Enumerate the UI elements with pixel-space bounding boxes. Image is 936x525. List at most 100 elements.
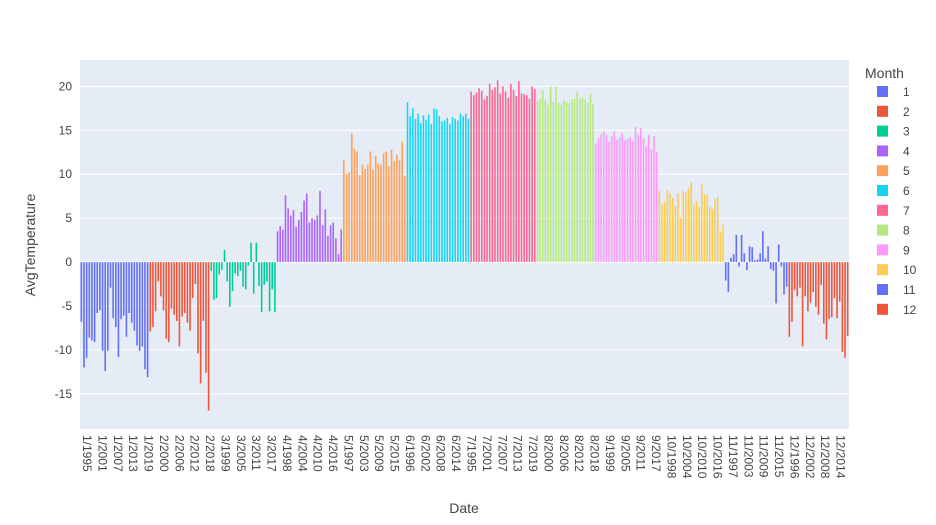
bar-month-5 [351, 133, 353, 263]
bar-month-10 [666, 190, 669, 263]
bar-month-2 [186, 262, 189, 323]
bar-month-9 [618, 137, 621, 263]
bar-month-5 [396, 154, 398, 263]
bar-month-11 [785, 262, 788, 287]
legend-label: 7 [903, 204, 910, 218]
x-tick-label: 9/2017 [649, 435, 663, 472]
bar-month-6 [435, 109, 438, 263]
bar-month-5 [358, 175, 361, 263]
bar-month-6 [412, 108, 414, 263]
x-tick-label: 11/2015 [772, 435, 786, 478]
bar-month-7 [496, 80, 499, 263]
bar-month-7 [520, 93, 523, 263]
bar-month-8 [576, 91, 578, 263]
legend-swatch [877, 303, 888, 315]
bar-month-1 [128, 262, 130, 314]
x-tick-label: 11/2003 [741, 435, 755, 478]
bar-month-7 [472, 95, 475, 263]
bar-month-11 [735, 234, 738, 263]
bar-month-4 [297, 219, 300, 263]
bar-month-8 [552, 102, 555, 263]
bar-month-1 [146, 262, 149, 378]
bar-month-5 [361, 164, 364, 263]
bar-month-4 [276, 231, 279, 263]
bar-month-8 [539, 99, 541, 263]
x-tick-label: 11/1997 [726, 435, 740, 478]
bar-month-3 [258, 262, 260, 286]
bar-month-5 [356, 151, 358, 263]
x-tick-label: 7/2001 [480, 435, 494, 472]
bar-month-7 [515, 96, 517, 263]
bar-month-5 [343, 160, 345, 263]
bar-month-1 [115, 262, 117, 328]
legend-swatch [877, 125, 888, 137]
bar-month-1 [122, 262, 125, 316]
bar-month-1 [136, 262, 138, 346]
bar-month-6 [425, 119, 427, 263]
bar-month-4 [324, 209, 327, 263]
x-tick-label: 1/1995 [80, 435, 94, 472]
bar-month-12 [844, 262, 846, 358]
bar-month-3 [247, 262, 250, 266]
bar-month-10 [722, 224, 724, 263]
bar-month-6 [414, 118, 417, 263]
bar-month-1 [91, 262, 93, 341]
y-tick-labels: -15 -10 -5 0 5 10 15 20 [55, 79, 73, 401]
bar-month-12 [812, 262, 814, 292]
bar-month-3 [215, 262, 218, 299]
bar-month-1 [83, 262, 85, 368]
x-tick-label: 4/2004 [295, 435, 309, 472]
x-tick-label: 6/2014 [449, 435, 463, 472]
x-tick-label: 5/2003 [357, 435, 371, 472]
x-tick-label: 4/2016 [326, 435, 340, 472]
bar-month-2 [189, 262, 191, 331]
bar-month-4 [319, 190, 321, 263]
x-tick-label: 1/2019 [142, 435, 156, 472]
bar-month-11 [756, 259, 759, 263]
bar-month-1 [80, 262, 83, 322]
bar-month-5 [353, 148, 356, 263]
bar-month-3 [263, 262, 266, 285]
bar-month-9 [605, 134, 608, 263]
y-tick-label: 0 [65, 255, 72, 269]
legend-label: 12 [903, 303, 917, 317]
bar-month-2 [194, 262, 197, 285]
bar-month-11 [775, 262, 777, 304]
bar-month-5 [372, 169, 374, 263]
bar-month-10 [682, 190, 685, 263]
bar-month-12 [799, 262, 801, 288]
bar-month-2 [181, 262, 183, 317]
x-tick-label: 7/2007 [495, 435, 509, 472]
y-tick-label: 5 [65, 211, 72, 225]
legend-label: 5 [903, 164, 910, 178]
bar-month-12 [830, 262, 833, 318]
x-tick-label: 1/2007 [111, 435, 125, 472]
bar-month-5 [404, 175, 406, 263]
bar-month-8 [560, 104, 563, 263]
bar-month-9 [640, 127, 642, 263]
x-tick-label: 9/2005 [618, 435, 632, 472]
bar-month-9 [600, 133, 602, 263]
bar-month-1 [130, 262, 133, 323]
bar-month-5 [398, 160, 401, 263]
bar-month-6 [454, 118, 457, 263]
bar-month-9 [624, 139, 626, 263]
bar-month-9 [621, 132, 624, 263]
x-tick-label: 1/2013 [126, 435, 140, 472]
bar-month-11 [738, 262, 740, 267]
y-tick-label: 15 [59, 123, 73, 137]
bar-month-2 [207, 262, 210, 411]
bar-month-6 [433, 108, 435, 263]
bar-month-10 [711, 209, 714, 263]
bar-month-4 [300, 211, 303, 263]
legend-swatch [877, 145, 888, 157]
bar-month-7 [528, 98, 531, 263]
bar-month-3 [210, 262, 213, 271]
bar-month-4 [311, 218, 313, 263]
bar-month-7 [504, 91, 507, 263]
bar-month-5 [401, 141, 403, 263]
bar-month-6 [427, 114, 430, 263]
bar-month-11 [783, 262, 785, 295]
bar-month-7 [523, 94, 525, 263]
